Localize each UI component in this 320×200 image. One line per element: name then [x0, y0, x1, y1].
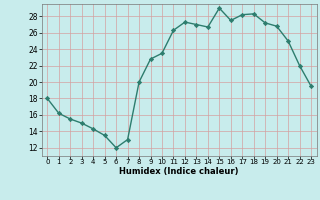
X-axis label: Humidex (Indice chaleur): Humidex (Indice chaleur)	[119, 167, 239, 176]
